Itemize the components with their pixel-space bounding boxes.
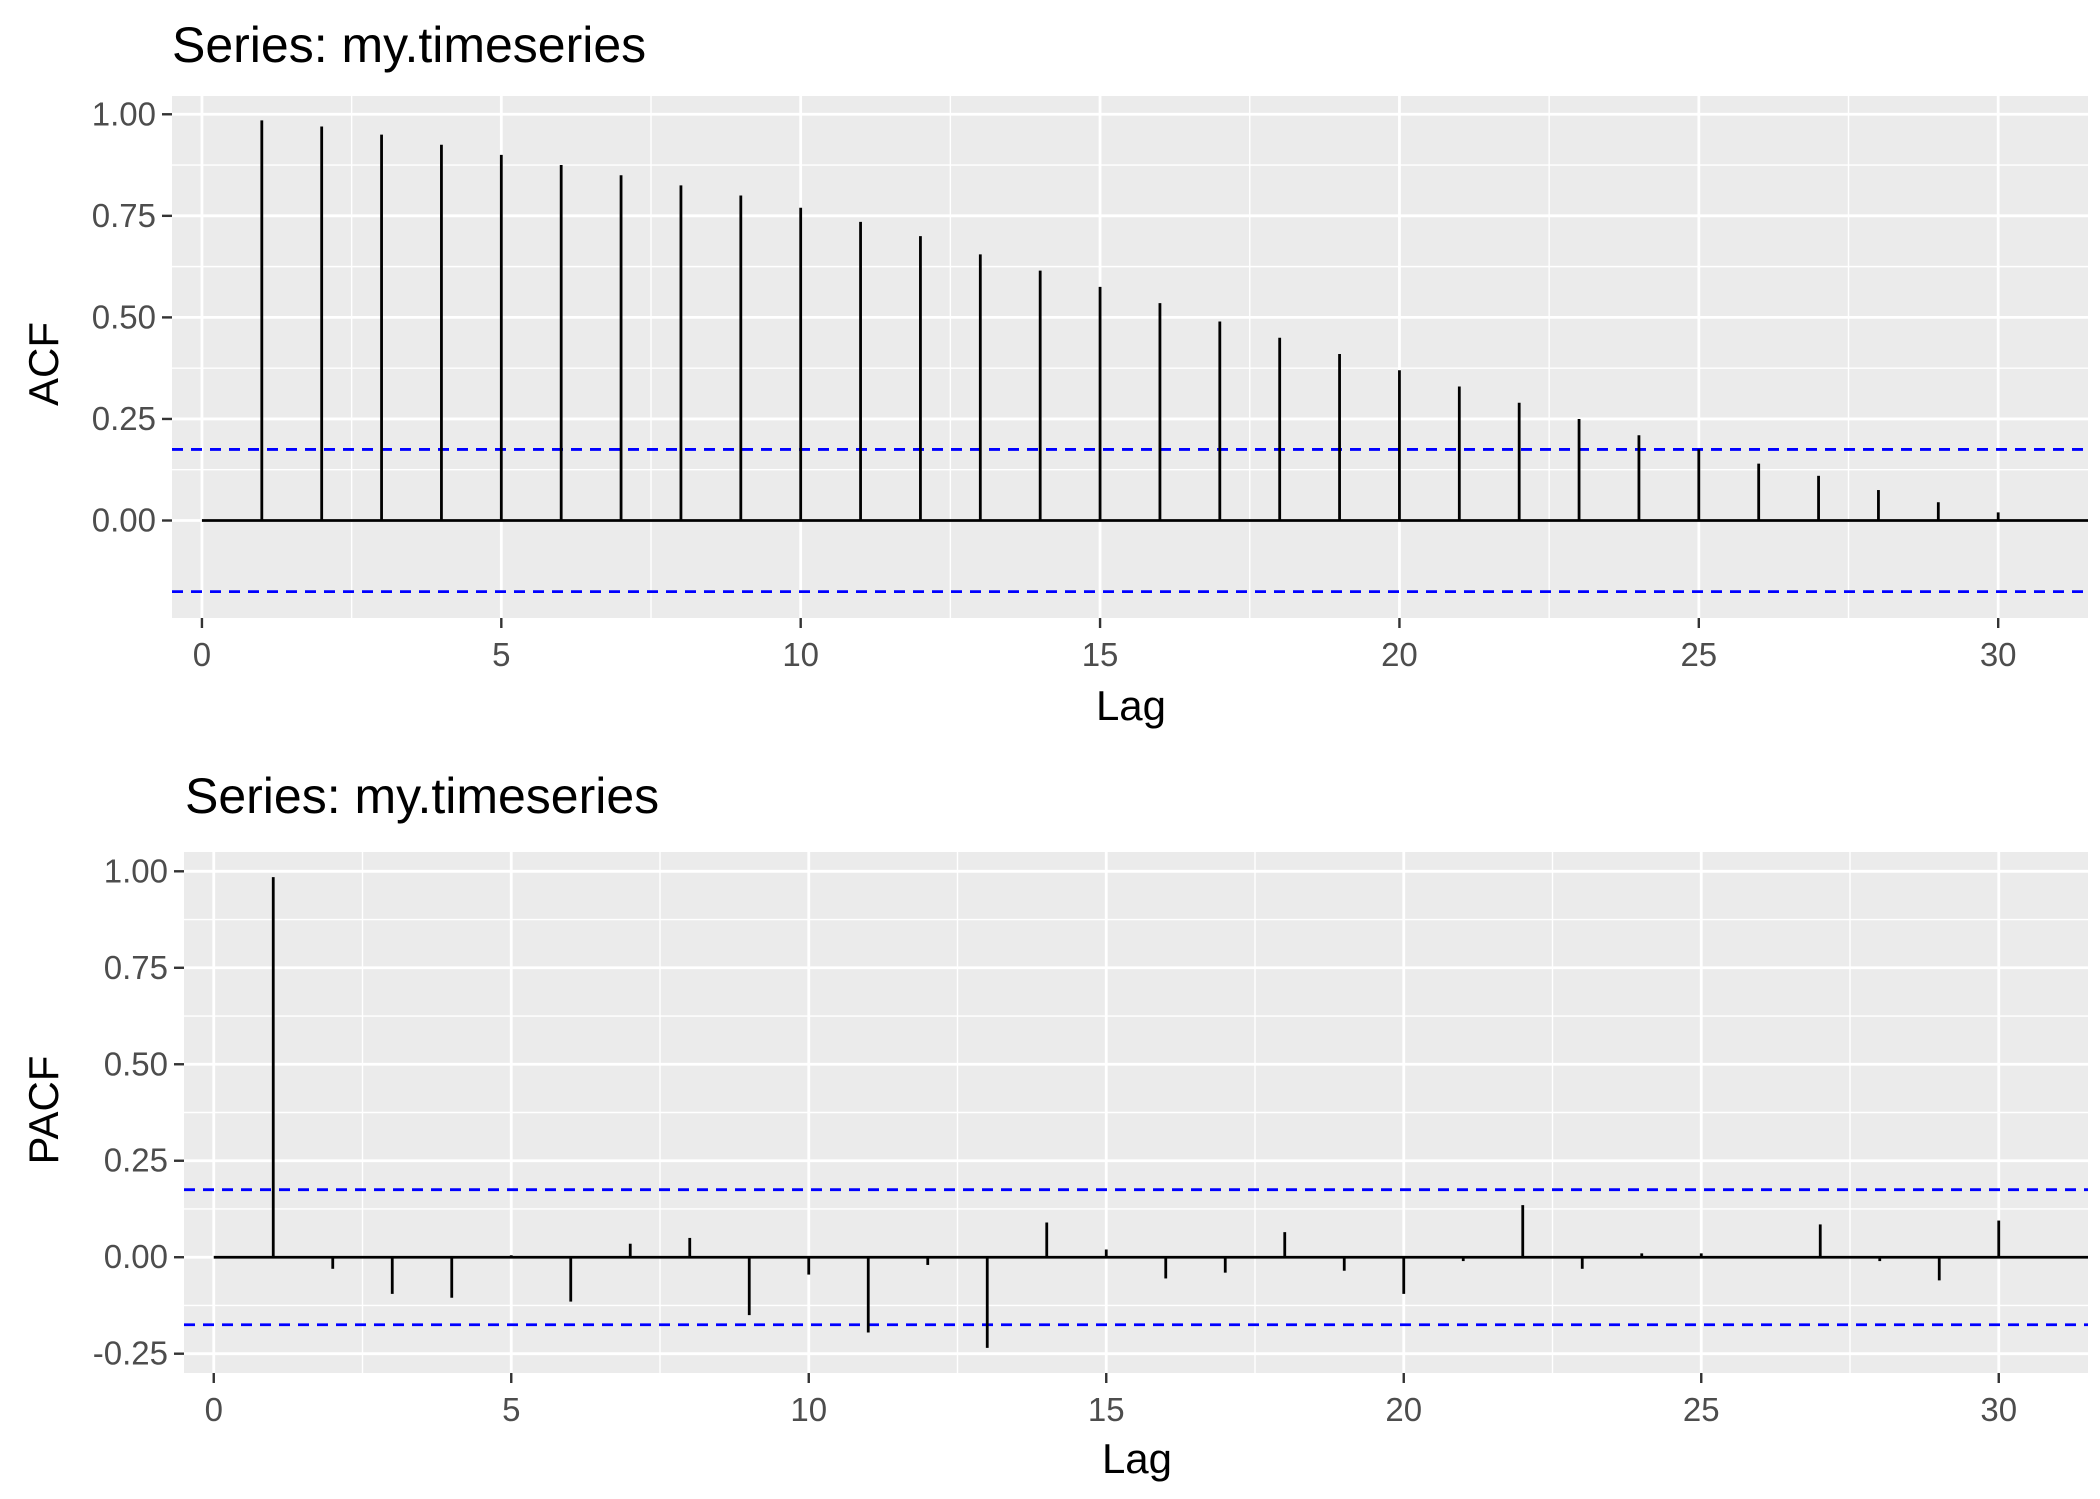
acf-y-tick-label: 0.25 (92, 400, 156, 437)
acf-y-axis-title: ACF (20, 322, 67, 406)
pacf-confidence-bounds (184, 1188, 2088, 1327)
acf-x-tick-label: 5 (492, 636, 510, 673)
pacf-x-tick-label: 25 (1683, 1391, 1720, 1428)
pacf-y-tick-label: 0.25 (104, 1142, 168, 1179)
pacf-y-tick-label: 0.75 (104, 949, 168, 986)
pacf-gridlines (184, 852, 2088, 1373)
pacf-x-tick-label: 20 (1385, 1391, 1422, 1428)
acf-confidence-bounds (172, 448, 2088, 593)
pacf-x-tick-label: 30 (1980, 1391, 2017, 1428)
acf-x-axis-title: Lag (1096, 682, 1166, 729)
acf-chart: Series: my.timeseries 0.00 0.25 0.50 0.75 1.… (20, 17, 2088, 729)
acf-x-tick-label: 0 (193, 636, 211, 673)
pacf-x-axis-title: Lag (1102, 1435, 1172, 1482)
pacf-y-tick-label: 1.00 (104, 852, 168, 889)
acf-x-tick-label: 15 (1082, 636, 1119, 673)
acf-y-axis: 0.00 0.25 0.50 0.75 1.00 (92, 95, 172, 539)
acf-x-tick-label: 20 (1381, 636, 1418, 673)
acf-plot-background (172, 96, 2088, 618)
pacf-x-axis: 0 5 10 15 20 25 30 (205, 1373, 2017, 1428)
pacf-y-axis: -0.25 0.00 0.25 0.50 0.75 1.00 (93, 852, 184, 1372)
pacf-x-tick-label: 5 (502, 1391, 520, 1428)
acf-chart-title: Series: my.timeseries (172, 17, 646, 73)
pacf-y-tick-label: 0.50 (104, 1045, 168, 1082)
pacf-chart-title: Series: my.timeseries (185, 768, 659, 824)
acf-x-axis: 0 5 10 15 20 25 30 (193, 618, 2017, 673)
acf-bars (201, 120, 2088, 522)
pacf-y-tick-label: -0.25 (93, 1335, 168, 1372)
pacf-y-tick-label: 0.00 (104, 1238, 168, 1275)
pacf-y-axis-title: PACF (20, 1056, 67, 1165)
acf-y-tick-label: 0.00 (92, 502, 156, 539)
pacf-x-tick-label: 0 (205, 1391, 223, 1428)
acf-x-tick-label: 25 (1680, 636, 1717, 673)
acf-y-tick-label: 0.75 (92, 197, 156, 234)
pacf-x-tick-label: 15 (1088, 1391, 1125, 1428)
acf-x-tick-label: 10 (782, 636, 819, 673)
acf-y-tick-label: 0.50 (92, 298, 156, 335)
pacf-chart: Series: my.timeseries -0.25 0.00 0.25 0.50 0… (20, 768, 2088, 1482)
acf-y-tick-label: 1.00 (92, 95, 156, 132)
pacf-x-tick-label: 10 (790, 1391, 827, 1428)
pacf-bars (213, 877, 2088, 1348)
acf-x-tick-label: 30 (1980, 636, 2017, 673)
